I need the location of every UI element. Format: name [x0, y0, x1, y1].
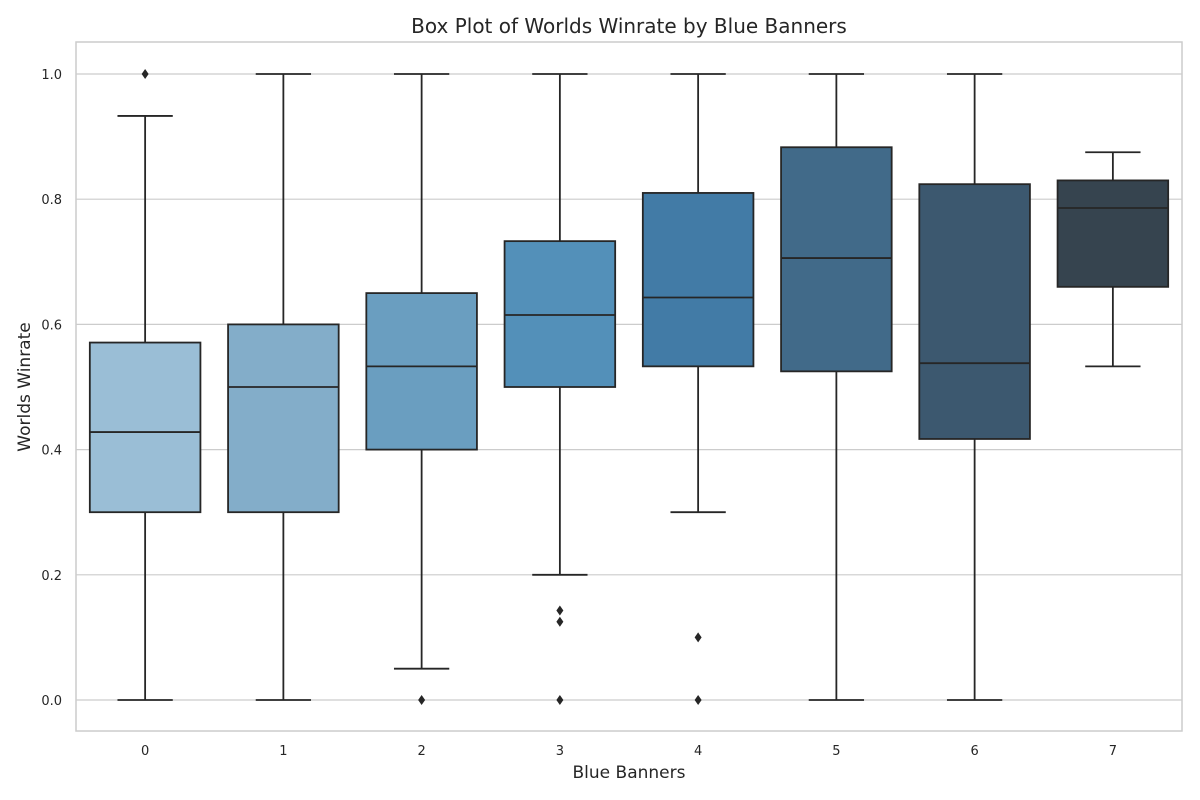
x-tick-label: 4	[694, 744, 702, 759]
x-tick-label: 6	[970, 744, 978, 759]
box-group-3	[503, 73, 617, 705]
outlier-point	[556, 695, 564, 705]
box-group-1	[227, 73, 340, 701]
outlier-point	[694, 632, 702, 643]
box-group-0	[88, 69, 202, 701]
x-axis-ticks: 0 1 2 3 4 5 6 7	[141, 744, 1117, 759]
box-body	[88, 341, 202, 514]
plot-frame	[75, 41, 1183, 732]
y-tick-label: 1.0	[41, 68, 62, 83]
box-body	[780, 146, 893, 373]
x-tick-label: 2	[417, 744, 425, 759]
y-axis-ticks: 0.0 0.2 0.4 0.6 0.8 1.0	[41, 68, 62, 709]
box-group-5	[780, 73, 893, 701]
y-tick-label: 0.6	[41, 318, 62, 333]
y-tick-label: 0.8	[41, 193, 62, 208]
y-tick-label: 0.0	[41, 694, 62, 709]
outlier-point	[418, 695, 426, 705]
boxes	[88, 69, 1170, 705]
box-body	[365, 292, 478, 451]
box-body	[503, 240, 617, 388]
x-tick-label: 7	[1109, 744, 1117, 759]
box-group-4	[641, 73, 755, 705]
x-axis-label: Blue Banners	[573, 763, 686, 783]
box-body	[1056, 179, 1170, 288]
y-tick-label: 0.4	[41, 444, 62, 459]
x-tick-label: 1	[279, 744, 287, 759]
outlier-point	[556, 616, 564, 627]
box-body	[641, 192, 755, 368]
box-body	[918, 183, 1031, 440]
outlier-point	[694, 695, 702, 705]
box-group-2	[365, 73, 478, 705]
x-tick-label: 5	[832, 744, 840, 759]
x-tick-label: 0	[141, 744, 149, 759]
y-axis-label: Worlds Winrate	[15, 322, 35, 451]
box-group-6	[918, 73, 1031, 701]
outlier-point	[141, 69, 149, 79]
box-body	[227, 323, 340, 514]
y-tick-label: 0.2	[41, 569, 62, 584]
x-tick-label: 3	[556, 744, 564, 759]
outlier-point	[556, 605, 564, 616]
chart-title: Box Plot of Worlds Winrate by Blue Banne…	[411, 14, 847, 38]
box-group-7	[1056, 151, 1170, 368]
